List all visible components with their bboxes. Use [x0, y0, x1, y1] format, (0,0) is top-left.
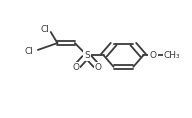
- Text: Cl: Cl: [40, 25, 49, 34]
- Text: CH₃: CH₃: [164, 51, 180, 60]
- Text: Cl: Cl: [25, 47, 34, 56]
- Text: S: S: [84, 51, 90, 60]
- Text: O: O: [150, 51, 156, 60]
- Text: O: O: [72, 63, 79, 72]
- Text: O: O: [95, 63, 102, 72]
